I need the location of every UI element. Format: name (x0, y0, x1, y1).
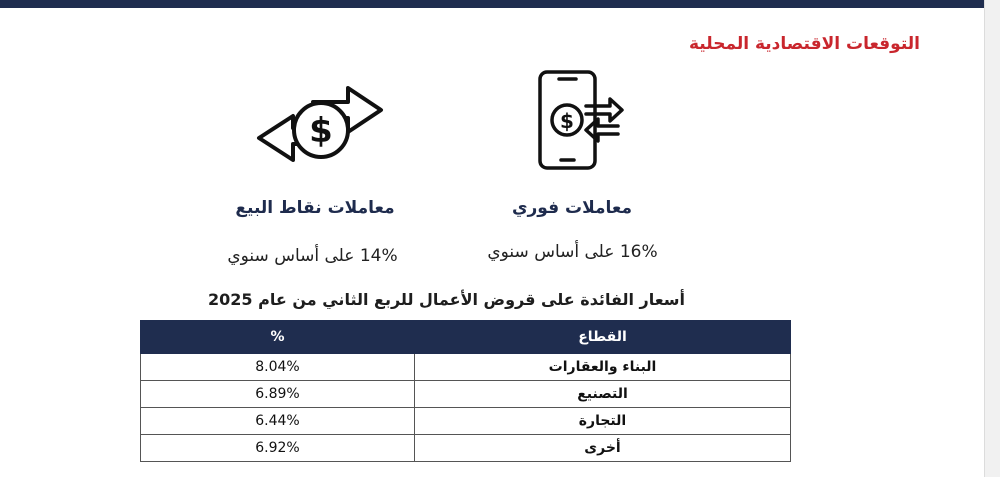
table-row: 8.04% البناء والعقارات (140, 353, 791, 381)
table-header-row: % القطاع (140, 320, 791, 354)
percent-cell: 8.04% (140, 353, 415, 381)
percent-cell: 6.44% (140, 407, 415, 435)
fawry-growth-value: 16% على أساس سنوي (487, 242, 658, 262)
header-sector: القطاع (414, 320, 791, 354)
pos-growth-value: 14% على أساس سنوي (227, 246, 398, 266)
sector-cell: أخرى (414, 434, 791, 462)
header-percent: % (140, 320, 415, 354)
table-row: 6.92% أخرى (140, 434, 791, 462)
business-loan-rates-table: % القطاع 8.04% البناء والعقارات 6.89% ال… (140, 320, 791, 462)
page-scroll-edge[interactable] (984, 0, 1000, 477)
table-row: 6.44% التجارة (140, 407, 791, 435)
sector-cell: التجارة (414, 407, 791, 435)
sector-cell: التصنيع (414, 380, 791, 408)
percent-cell: 6.92% (140, 434, 415, 462)
table-row: 6.89% التصنيع (140, 380, 791, 408)
section-title: التوقعات الاقتصادية المحلية (689, 34, 920, 54)
percent-cell: 6.89% (140, 380, 415, 408)
pos-transactions-label: معاملات نقاط البيع (235, 198, 395, 218)
exchange-dollar-arrows-icon: $ (253, 80, 388, 180)
svg-text:$: $ (309, 111, 333, 151)
fawry-transactions-label: معاملات فوري (511, 198, 633, 218)
svg-text:$: $ (560, 109, 574, 133)
sector-cell: البناء والعقارات (414, 353, 791, 381)
phone-dollar-transfer-icon: $ (532, 68, 627, 173)
table-caption: أسعار الفائدة على قروض الأعمال للربع الث… (208, 290, 685, 309)
top-header-bar (0, 0, 985, 8)
